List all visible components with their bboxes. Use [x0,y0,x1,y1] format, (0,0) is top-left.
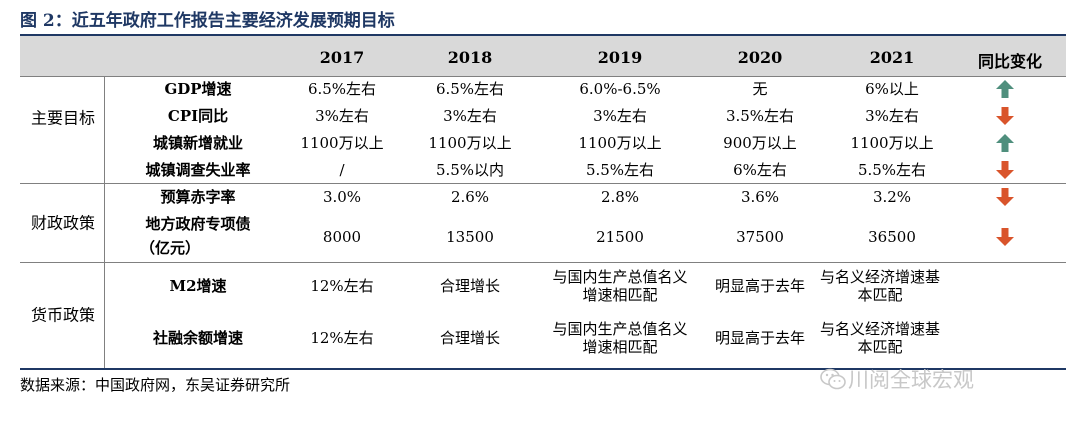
cell-deficit-2018: 2.6% [450,188,490,206]
group-monetary-policy: 货币政策 [30,305,96,325]
watermark: 川阅全球宏观 [848,368,974,392]
cell-gdp-2017: 6.5%左右 [307,80,377,98]
header-year-2020: 2020 [737,48,783,67]
row-label-cpi: CPI同比 [167,107,229,125]
cell-bond-2018: 13500 [446,228,494,246]
row-label-social-financing: 社融余额增速 [152,329,244,347]
cell-cpi-2018: 3%左右 [443,107,497,125]
cell-unemployment-2020: 6%左右 [733,161,787,179]
cell-gdp-2021: 6%以上 [865,80,919,98]
cell-sf-2019: 与国内生产总值名义增速相匹配 [552,320,688,356]
row-label-deficit: 预算赤字率 [160,188,236,206]
cell-deficit-2020: 3.6% [740,188,780,206]
cell-cpi-2019: 3%左右 [593,107,647,125]
row-label-employment: 城镇新增就业 [152,134,244,152]
cell-m2-2018: 合理增长 [439,277,501,295]
row-label-unemployment: 城镇调查失业率 [145,161,251,179]
bottom-rule [20,368,1066,370]
group-divider [20,262,1066,263]
cell-unemployment-2018: 5.5%以内 [435,161,505,179]
cell-deficit-2017: 3.0% [322,188,362,206]
header-change: 同比变化 [977,52,1043,71]
cell-employment-2017: 1100万以上 [300,134,384,152]
cell-sf-2018: 合理增长 [439,329,501,347]
cell-employment-2021: 1100万以上 [850,134,934,152]
cell-employment-2018: 1100万以上 [428,134,512,152]
cell-deficit-2019: 2.8% [600,188,640,206]
row-label-special-bond: 地方政府专项债 [145,215,251,233]
arrow-down-icon [996,161,1014,179]
cell-sf-2017: 12%左右 [310,329,374,347]
cell-m2-2020: 明显高于去年 [714,277,806,295]
cell-gdp-2018: 6.5%左右 [435,80,505,98]
cell-bond-2017: 8000 [322,228,362,246]
row-label-m2: M2增速 [169,277,227,295]
group-divider [20,183,1066,184]
cell-deficit-2021: 3.2% [872,188,912,206]
cell-gdp-2020: 无 [752,80,768,98]
arrow-up-icon [996,80,1014,98]
top-rule [20,34,1066,36]
cell-cpi-2020: 3.5%左右 [725,107,795,125]
row-label-special-bond-unit: （亿元） [139,239,201,257]
cell-employment-2019: 1100万以上 [578,134,662,152]
table-title: 图 2：近五年政府工作报告主要经济发展预期目标 [20,11,395,31]
arrow-down-icon [996,107,1014,125]
cell-cpi-2017: 3%左右 [315,107,369,125]
cell-cpi-2021: 3%左右 [865,107,919,125]
arrow-up-icon [996,134,1014,152]
header-year-2018: 2018 [447,48,493,67]
arrow-down-icon [996,188,1014,206]
header-divider [20,76,1066,77]
cell-employment-2020: 900万以上 [723,134,797,152]
header-year-2019: 2019 [597,48,643,67]
arrow-down-icon [996,228,1014,246]
cell-sf-2021: 与名义经济增速基本匹配 [819,320,940,356]
group-fiscal-policy: 财政政策 [30,213,96,233]
header-band [20,36,1066,76]
cell-sf-2020: 明显高于去年 [714,329,806,347]
cell-unemployment-2017: / [339,161,345,179]
cell-bond-2021: 36500 [868,228,916,246]
cell-gdp-2019: 6.0%-6.5% [579,80,661,98]
cell-m2-2021: 与名义经济增速基本匹配 [819,268,940,304]
source-note: 数据来源：中国政府网，东吴证券研究所 [20,376,291,394]
group-main-targets: 主要目标 [30,108,96,128]
header-year-2021: 2021 [869,48,915,67]
header-year-2017: 2017 [319,48,365,67]
cell-bond-2020: 37500 [736,228,784,246]
cell-unemployment-2021: 5.5%左右 [857,161,927,179]
row-label-gdp: GDP增速 [164,80,232,98]
wechat-icon [820,368,846,390]
cell-unemployment-2019: 5.5%左右 [585,161,655,179]
cell-bond-2019: 21500 [596,228,644,246]
cell-m2-2019: 与国内生产总值名义增速相匹配 [552,268,688,304]
cell-m2-2017: 12%左右 [310,277,374,295]
group-column-divider [104,76,105,368]
